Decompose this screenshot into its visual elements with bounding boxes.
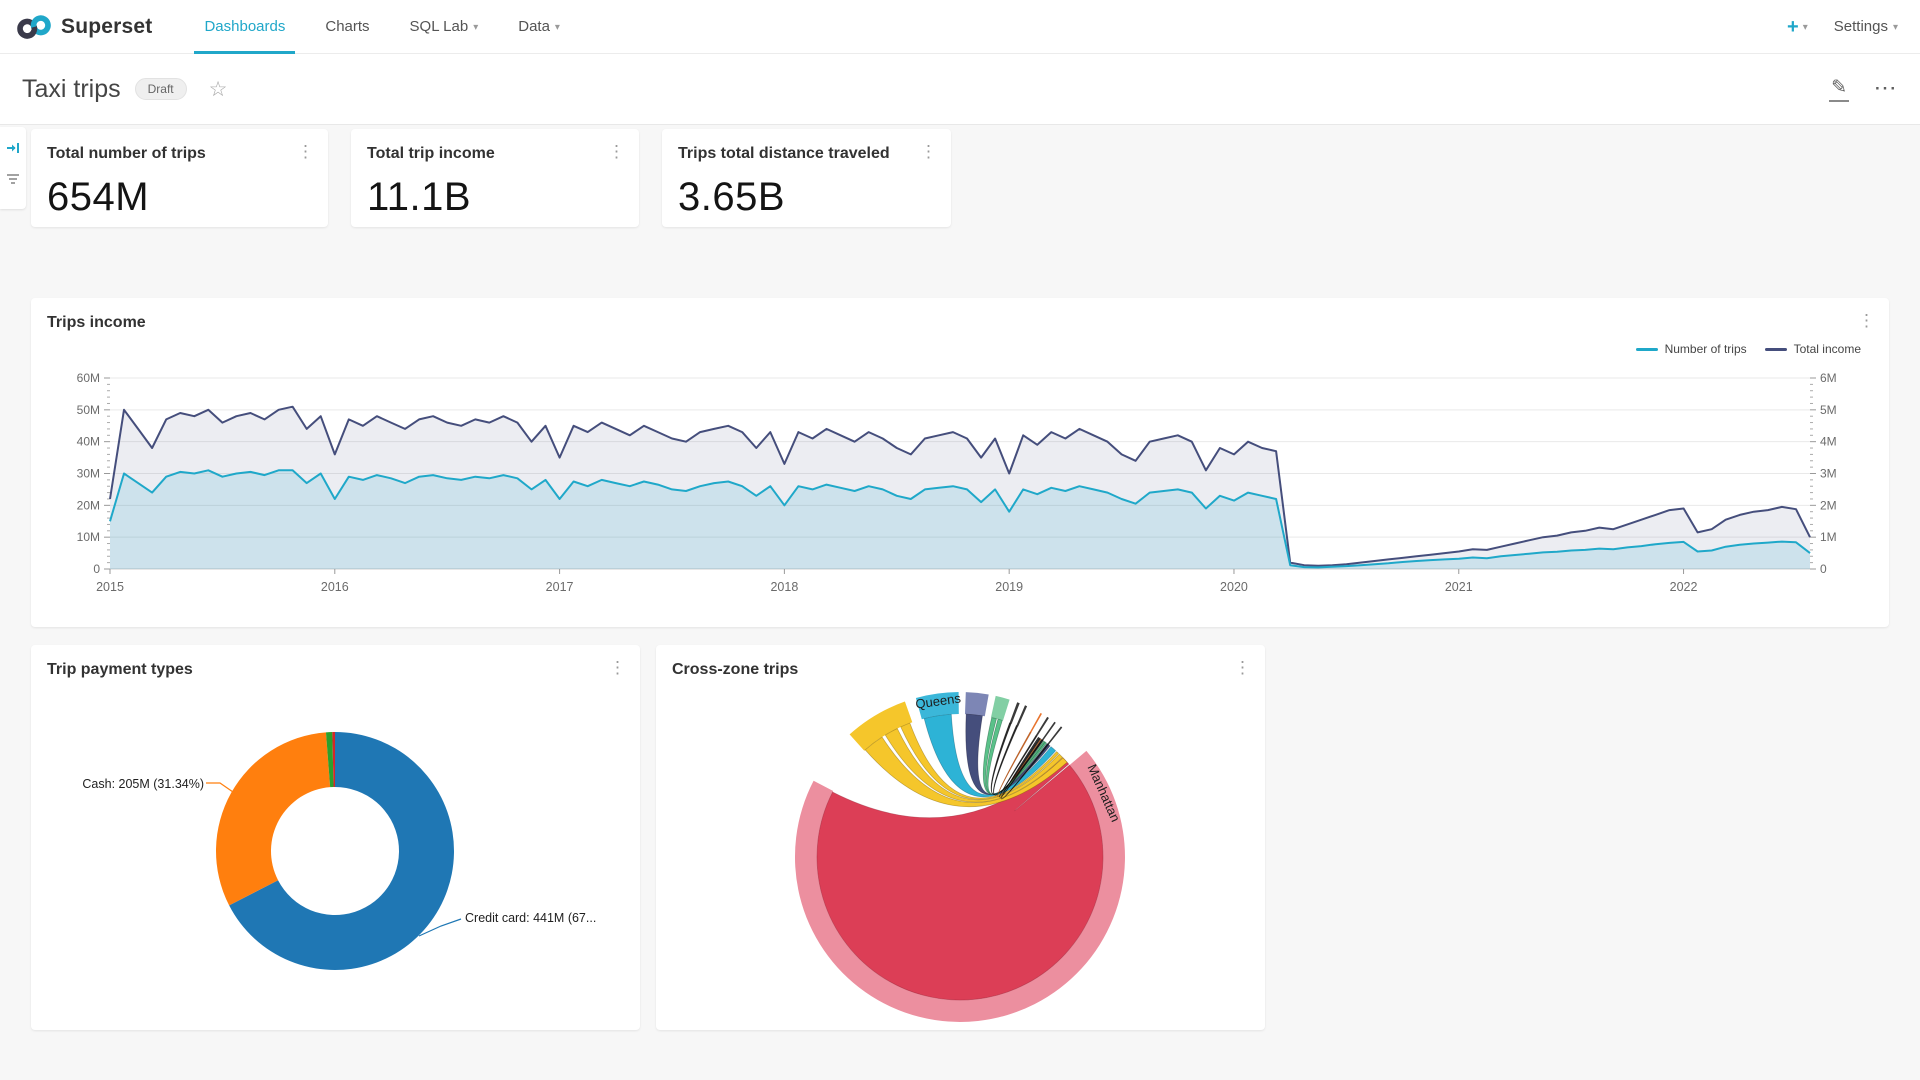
infinity-logo-icon [17,14,51,39]
svg-text:20M: 20M [77,498,100,512]
cross-zone-chart[interactable]: Queens Manhattan [656,645,1265,1035]
kpi-card-trip-income: Total trip income ⋮ 11.1B [351,129,639,227]
legend-swatch [1764,347,1787,351]
caret-down-icon: ▾ [1892,22,1898,33]
svg-text:2021: 2021 [1445,580,1473,594]
svg-text:10M: 10M [77,530,100,544]
svg-text:2019: 2019 [995,580,1023,594]
legend-swatch [1635,347,1658,351]
filter-bar-collapsed [0,127,26,209]
kpi-value: 11.1B [367,175,472,219]
new-item-button[interactable]: + ▾ [1787,17,1808,37]
kebab-menu-icon[interactable]: ⋮ [1858,311,1875,330]
status-badge: Draft [134,78,187,100]
svg-text:2022: 2022 [1670,580,1698,594]
page-title: Taxi trips [22,74,121,103]
kebab-menu-icon[interactable]: ⋮ [297,142,314,161]
caret-down-icon: ▾ [1802,22,1808,33]
legend-item-total-income[interactable]: Total income [1764,342,1861,356]
kpi-card-total-trips: Total number of trips ⋮ 654M [31,129,328,227]
svg-text:2018: 2018 [770,580,798,594]
kpi-card-distance: Trips total distance traveled ⋮ 3.65B [662,129,951,227]
svg-text:0: 0 [93,562,100,576]
svg-text:0: 0 [1820,562,1827,576]
kpi-value: 3.65B [678,175,786,219]
svg-text:6M: 6M [1820,371,1837,385]
more-options-icon[interactable]: ··· [1875,79,1898,98]
svg-text:1M: 1M [1820,530,1837,544]
svg-text:5M: 5M [1820,403,1837,417]
svg-text:Queens: Queens [914,690,962,711]
svg-text:50M: 50M [77,403,100,417]
nav-menu: Dashboards Charts SQL Lab ▾ Data ▾ [184,0,579,54]
nav-item-charts[interactable]: Charts [325,18,370,35]
donut-label-credit-card: Credit card: 441M (67... [465,911,597,925]
header-actions: ✎ ··· [1829,76,1898,102]
kpi-title: Trips total distance traveled [678,145,890,162]
svg-text:2017: 2017 [546,580,574,594]
panel-title: Trip payment types [47,661,193,678]
svg-text:2016: 2016 [321,580,349,594]
caret-down-icon: ▾ [554,22,560,33]
svg-text:40M: 40M [77,435,100,449]
svg-text:4M: 4M [1820,435,1837,449]
svg-text:2020: 2020 [1220,580,1248,594]
svg-text:60M: 60M [77,371,100,385]
settings-menu[interactable]: Settings ▾ [1833,18,1898,35]
svg-text:30M: 30M [77,467,100,481]
dashboard-header: Taxi trips Draft ☆ ✎ ··· [0,54,1920,125]
kpi-value: 654M [47,175,150,219]
kebab-menu-icon[interactable]: ⋮ [608,142,625,161]
superset-logo[interactable]: Superset [0,0,166,53]
kpi-title: Total number of trips [47,145,206,162]
kpi-title: Total trip income [367,145,495,162]
svg-text:3M: 3M [1820,467,1837,481]
svg-text:2015: 2015 [96,580,124,594]
edit-dashboard-icon[interactable]: ✎ [1829,76,1850,102]
svg-text:2M: 2M [1820,498,1837,512]
trips-income-panel: Trips income ⋮ Number of trips Total inc… [31,298,1889,627]
kebab-menu-icon[interactable]: ⋮ [1234,658,1251,677]
plus-icon: + [1787,15,1799,38]
top-nav: Superset Dashboards Charts SQL Lab ▾ Data… [0,0,1920,54]
nav-item-dashboards[interactable]: Dashboards [184,0,305,54]
favorite-star-icon[interactable]: ☆ [208,77,228,101]
payment-types-panel: Trip payment types ⋮ Cash: 205M (31.34%)… [31,645,640,1030]
donut-label-cash: Cash: 205M (31.34%) [82,777,204,791]
expand-filter-icon[interactable] [6,141,20,155]
caret-down-icon: ▾ [473,22,479,33]
legend-item-number-of-trips[interactable]: Number of trips [1635,342,1747,356]
chart-legend: Number of trips Total income [1635,342,1861,356]
filter-icon [7,174,19,184]
trips-income-chart[interactable]: 0 0 10M 1M 20M 2M 30M 3M 40M 4M 50M 5M 60M 6M 2015 2016… [31,298,1889,632]
nav-item-sql-lab[interactable]: SQL Lab ▾ [409,18,479,35]
nav-right-cluster: + ▾ Settings ▾ [1787,0,1920,53]
nav-item-data[interactable]: Data ▾ [518,18,560,35]
brand-name: Superset [61,14,153,38]
payment-types-chart[interactable] [31,645,640,1035]
panel-title: Trips income [47,314,146,331]
cross-zone-panel: Cross-zone trips ⋮ Queens Manhattan [656,645,1265,1030]
panel-title: Cross-zone trips [672,661,799,678]
kebab-menu-icon[interactable]: ⋮ [609,658,626,677]
kebab-menu-icon[interactable]: ⋮ [920,142,937,161]
